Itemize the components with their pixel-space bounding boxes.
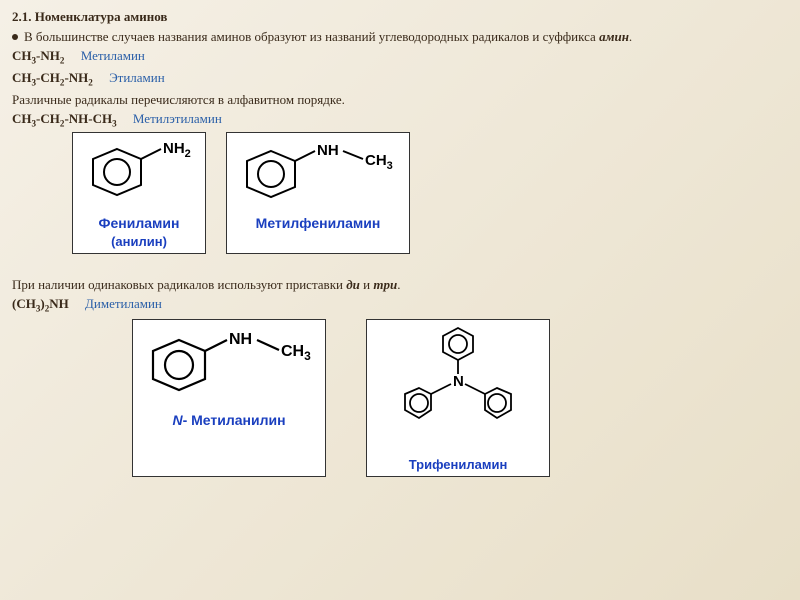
phenylamine-label: Фениламин: [79, 214, 199, 233]
example-2: CH3-CH2-NH2 Этиламин: [12, 69, 788, 89]
n-text: N: [453, 373, 464, 390]
structure-row-1: NH2 Фениламин (анилин) NH CH3 Метилфенил…: [72, 132, 788, 253]
nh-text-2: NH: [229, 331, 252, 348]
methylphenylamine-label: Метилфениламин: [233, 214, 403, 233]
f2-p0: CH: [12, 70, 32, 85]
slide-page: 2.1. Номенклатура аминов В большинстве с…: [0, 0, 800, 483]
bullet-text: В большинстве случаев названия аминов об…: [24, 28, 632, 46]
text-prefixes: При наличии одинаковых радикалов использ…: [12, 276, 788, 294]
f4-p4: NH: [49, 296, 69, 311]
n-methylaniline-svg: NH CH3: [139, 324, 319, 409]
f3-p2: -CH: [36, 111, 60, 126]
bullet-text-c: .: [629, 29, 632, 44]
line5-d: три: [373, 277, 397, 292]
bullet-line: В большинстве случаев названия аминов об…: [12, 28, 788, 46]
f2-p5: 2: [88, 78, 93, 88]
bullet-text-a: В большинстве случаев названия аминов об…: [24, 29, 599, 44]
text-alphabetical: Различные радикалы перечисляются в алфав…: [12, 91, 788, 109]
triphenylamine-svg: N: [373, 324, 543, 454]
line5-c: и: [360, 277, 373, 292]
methylphenylamine-svg: NH CH3: [233, 137, 403, 212]
name-3: Метилэтиламин: [133, 111, 222, 126]
nh-text: NH: [317, 142, 339, 159]
bullet-text-b: амин: [599, 29, 629, 44]
f4-p0: (CH: [12, 296, 36, 311]
line5-e: .: [397, 277, 400, 292]
struct-triphenylamine: N Трифениламин: [366, 319, 550, 477]
f1-p0: CH: [12, 48, 32, 63]
n-methylaniline-rest: - Метиланилин: [183, 412, 286, 428]
f3-p0: CH: [12, 111, 32, 126]
formula-4: (CH3)2NH: [12, 296, 72, 311]
phenylamine-svg: NH2: [79, 137, 199, 212]
struct-methylphenylamine: NH CH3 Метилфениламин: [226, 132, 410, 253]
struct-n-methylaniline: NH CH3 N- Метиланилин: [132, 319, 326, 477]
line5-a: При наличии одинаковых радикалов использ…: [12, 277, 346, 292]
example-4: (CH3)2NH Диметиламин: [12, 295, 788, 315]
f2-p4: -NH: [64, 70, 88, 85]
bullet-icon: [12, 34, 18, 40]
name-1: Метиламин: [81, 48, 145, 63]
example-3: CH3-CH2-NH-CH3 Метилэтиламин: [12, 110, 788, 130]
structure-row-2: NH CH3 N- Метиланилин: [132, 319, 788, 477]
n-prefix: N: [172, 412, 182, 428]
formula-2: CH3-CH2-NH2: [12, 70, 96, 85]
name-4: Диметиламин: [85, 296, 162, 311]
example-1: CH3-NH2 Метиламин: [12, 47, 788, 67]
aniline-label: (анилин): [79, 233, 199, 251]
struct-phenylamine: NH2 Фениламин (анилин): [72, 132, 206, 253]
formula-1: CH3-NH2: [12, 48, 68, 63]
nh2-text: NH2: [163, 140, 191, 160]
ch3-text-2: CH3: [281, 343, 311, 363]
n-methylaniline-label: N- Метиланилин: [139, 411, 319, 430]
f3-p5: 3: [112, 119, 117, 129]
f2-p2: -CH: [36, 70, 60, 85]
triphenylamine-label: Трифениламин: [373, 456, 543, 474]
f3-p4: -NH-CH: [64, 111, 112, 126]
section-heading: 2.1. Номенклатура аминов: [12, 8, 788, 26]
formula-3: CH3-CH2-NH-CH3: [12, 111, 120, 126]
f1-p3: 2: [60, 56, 65, 66]
f1-p2: -NH: [36, 48, 60, 63]
ch3-text: CH3: [365, 152, 393, 172]
name-2: Этиламин: [109, 70, 165, 85]
line5-b: ди: [346, 277, 360, 292]
